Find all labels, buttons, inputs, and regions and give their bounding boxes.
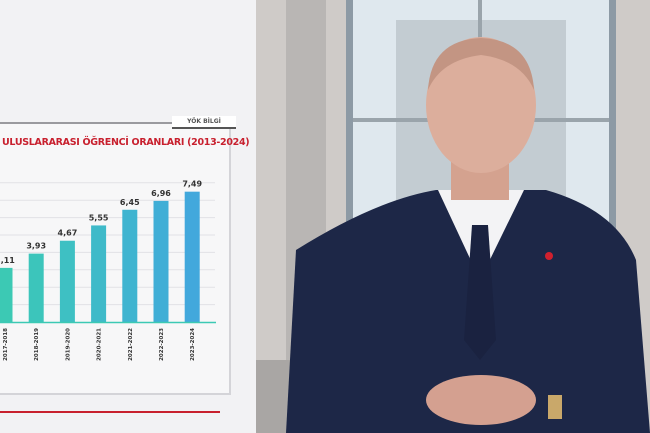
speaker-image [256, 0, 650, 433]
speaker-video [256, 0, 650, 433]
x-tick-label: 2021-2022 [128, 328, 134, 361]
chart-title: ULUSLARARASI ÖĞRENCİ ORANLARI (2013-2024… [2, 137, 250, 148]
x-tick-label: 2022-2023 [159, 328, 165, 361]
data-label: 3,11 [0, 256, 15, 265]
x-tick-label: 2018-2019 [34, 328, 40, 361]
bar [122, 209, 138, 322]
data-label: 6,45 [120, 198, 140, 207]
footer-line [0, 411, 220, 413]
bar [28, 253, 44, 322]
x-tick-label: 2023-2024 [190, 328, 196, 361]
data-label: 5,55 [89, 213, 109, 222]
x-tick-label: 2020-2021 [97, 328, 103, 361]
data-label: 7,49 [182, 180, 202, 189]
bar [91, 225, 107, 322]
bar [59, 240, 75, 322]
source-badge: YÖK BİLGİ [172, 116, 236, 129]
bar [153, 200, 169, 322]
data-label: 4,67 [58, 229, 78, 238]
bar-chart: 3,11 2017-2018 3,93 2018-2019 4,67 2019-2020 5… [0, 180, 216, 361]
divider [0, 122, 172, 124]
chart-panel: YÖK BİLGİ ULUSLARARASI ÖĞRENCİ ORANLARI … [0, 0, 256, 433]
bar [0, 267, 13, 322]
bar [184, 191, 200, 322]
x-tick-label: 2017-2018 [3, 328, 9, 361]
data-label: 3,93 [26, 242, 46, 251]
x-tick-label: 2019-2020 [65, 328, 71, 361]
data-label: 6,96 [151, 189, 171, 198]
